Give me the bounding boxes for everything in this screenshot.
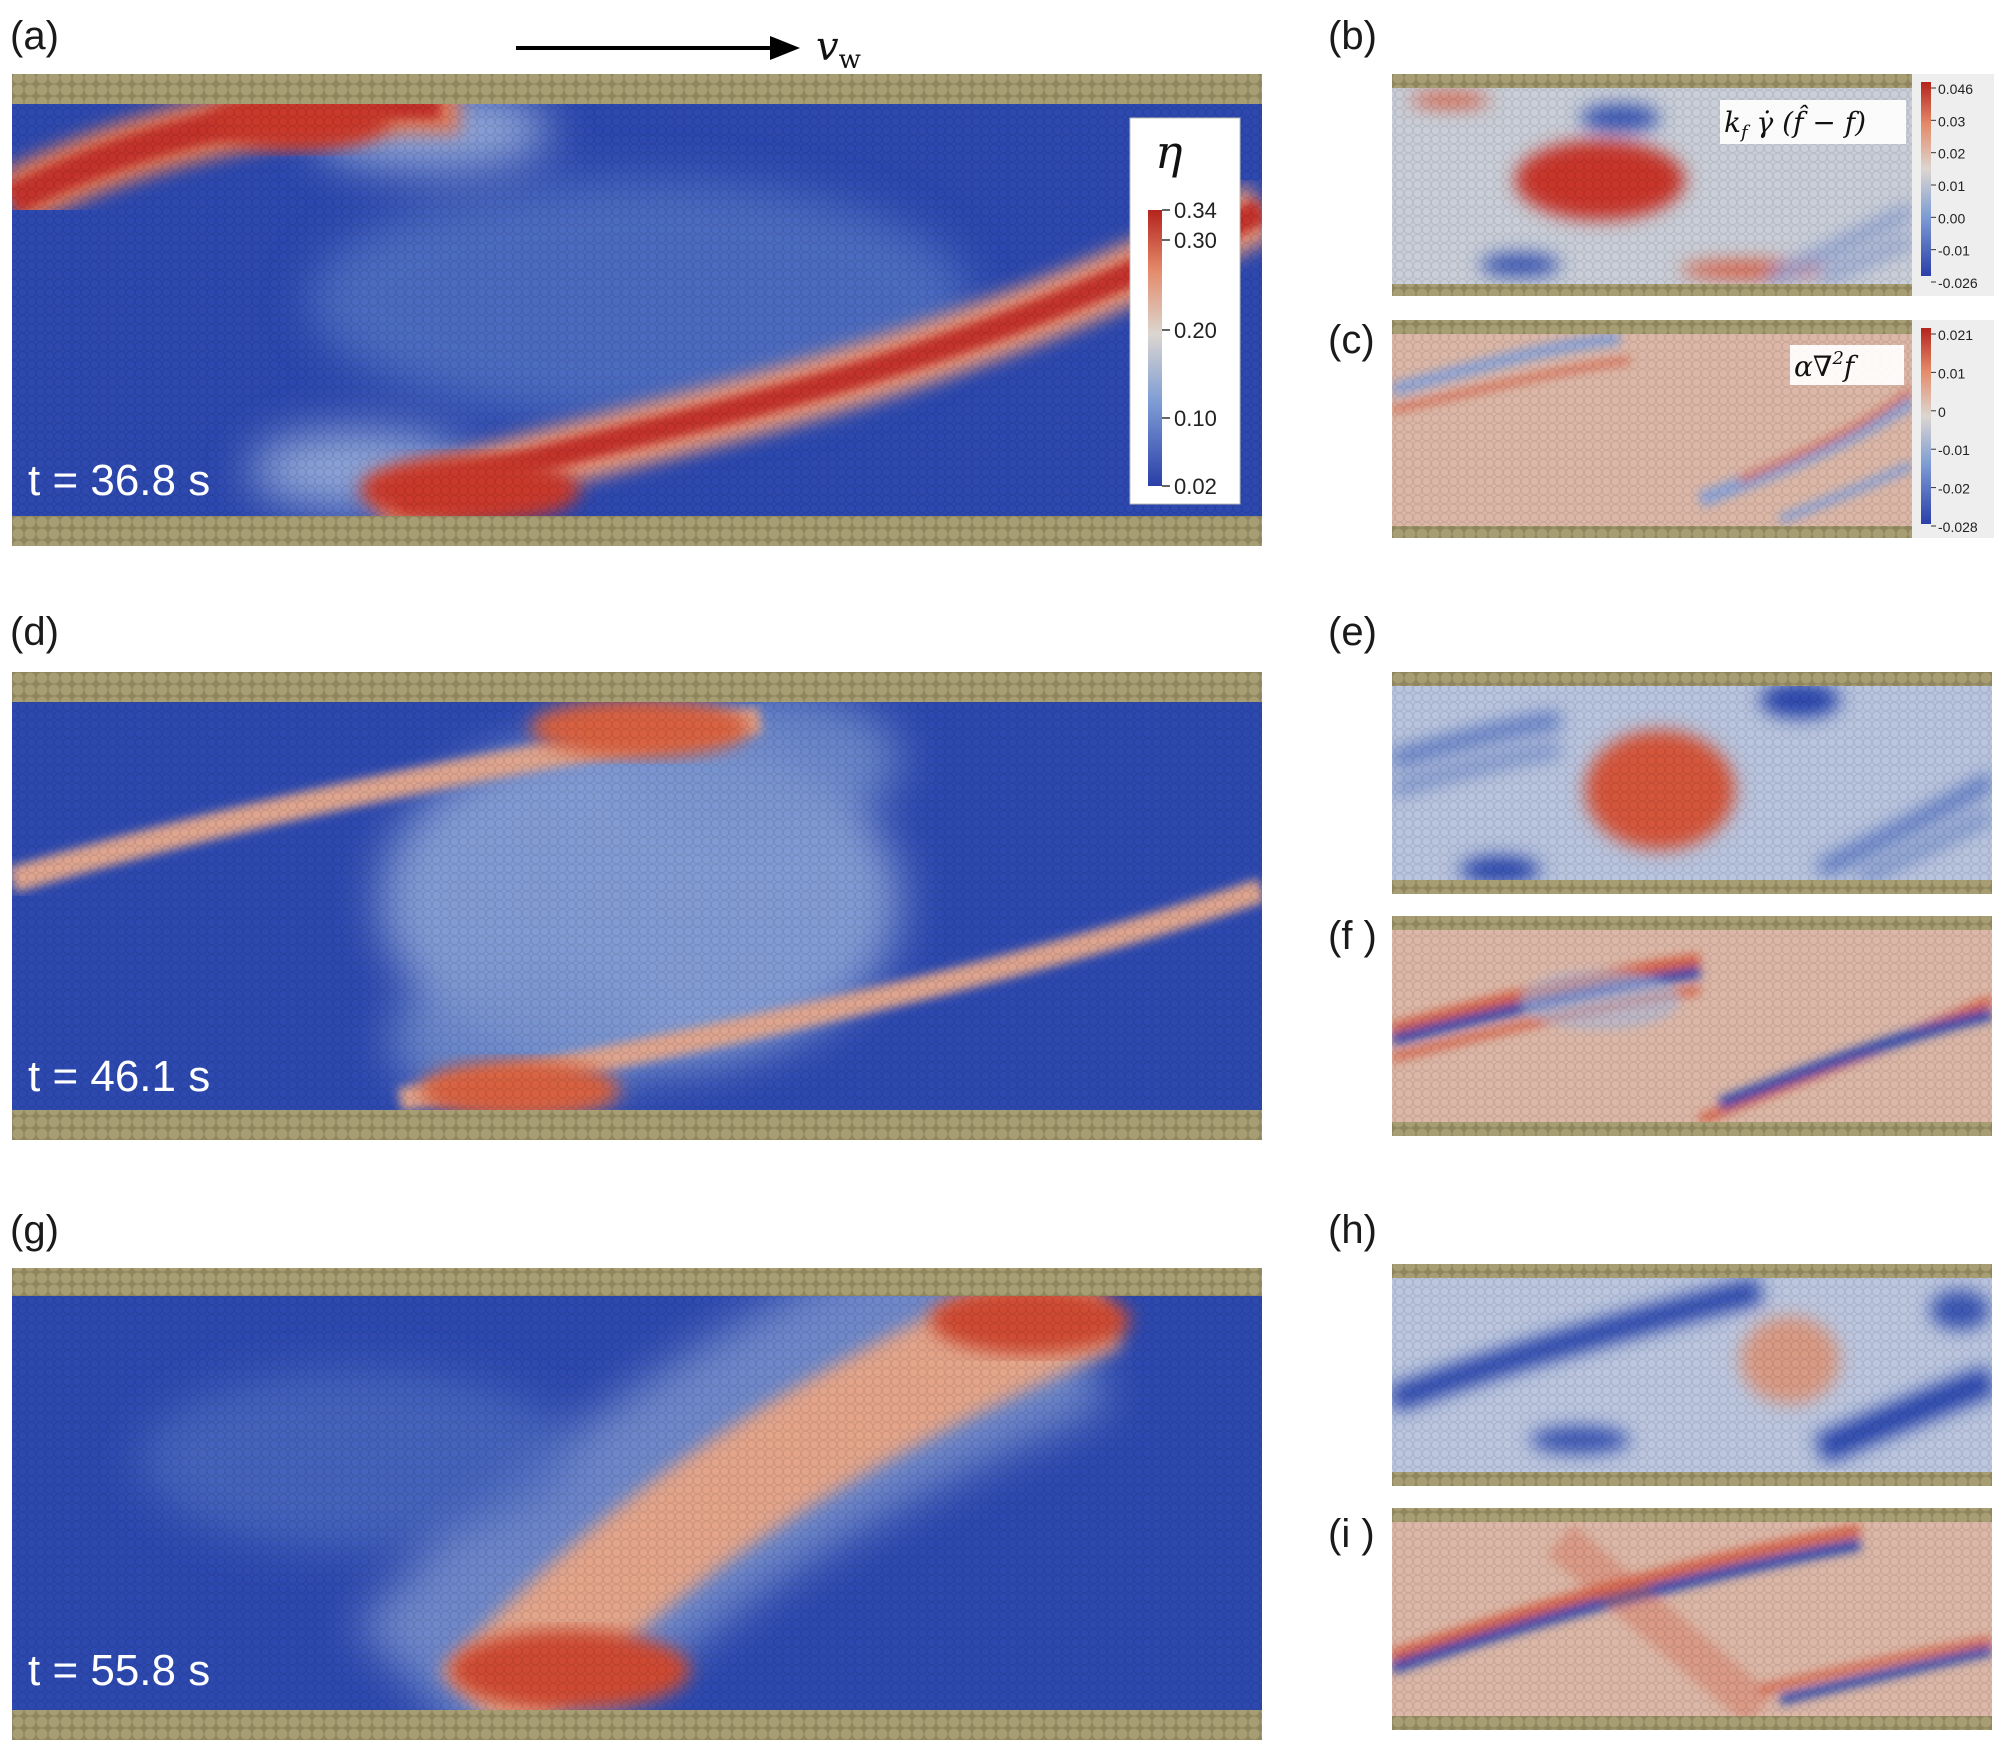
panel-f-image	[1392, 916, 1992, 1136]
colorbar-tick-label: -0.01	[1938, 442, 1970, 458]
panel-label-g: (g)	[10, 1208, 59, 1252]
colorbar-tick-label: 0.03	[1938, 113, 1965, 129]
colorbar-tick-label: 0.02	[1938, 146, 1965, 162]
colorbar-tick-label: 0.01	[1938, 365, 1965, 381]
svg-text:α∇2f: α∇2f	[1794, 348, 1859, 383]
source-term-label: kf γ̇ (f̂ − f)	[1720, 100, 1906, 144]
panel-h-image	[1392, 1264, 1992, 1486]
colorbar-tick-label: 0.20	[1174, 318, 1217, 343]
colorbar-tick-label: 0	[1938, 404, 1946, 420]
colorbar-tick-label: 0.10	[1174, 406, 1217, 431]
eta-colorbar: η 0.34 0.30 0.20 0.10 0.02	[1129, 117, 1241, 505]
colorbar-tick-label: 0.34	[1174, 198, 1217, 223]
panel-label-a: (a)	[10, 14, 59, 58]
source-colorbar: 0.046 0.03 0.02 0.01 0.00 -0.01 -0.026	[1912, 74, 1994, 296]
panel-label-i: (i )	[1328, 1512, 1375, 1556]
panel-label-d: (d)	[10, 610, 59, 654]
colorbar-tick-label: -0.026	[1938, 275, 1978, 291]
bottom-wall	[12, 516, 1262, 546]
eta-symbol: η	[1155, 125, 1183, 179]
colorbar-tick-label: 0.046	[1938, 81, 1973, 97]
panel-label-h: (h)	[1328, 1208, 1377, 1252]
colorbar-tick-label: -0.01	[1938, 243, 1970, 259]
time-label-a: t = 36.8 s	[28, 456, 211, 505]
panel-a-image	[12, 74, 1262, 546]
top-wall	[12, 74, 1262, 104]
svg-text:kf γ̇ (f̂ − f): kf γ̇ (f̂ − f)	[1724, 105, 1866, 143]
panel-label-b: (b)	[1328, 14, 1377, 58]
panel-label-c: (c)	[1328, 318, 1375, 362]
panel-i-image	[1392, 1508, 1992, 1730]
colorbar-tick-label: 0.01	[1938, 178, 1965, 194]
velocity-label: vw	[816, 24, 861, 75]
panel-g-image	[12, 1268, 1262, 1740]
colorbar-tick-label: -0.02	[1938, 481, 1970, 497]
colorbar-tick-label: 0.00	[1938, 210, 1965, 226]
colorbar-tick-label: 0.02	[1174, 474, 1217, 499]
diffusion-term-label: α∇2f	[1790, 345, 1904, 385]
time-label-d: t = 46.1 s	[28, 1052, 211, 1101]
colorbar-tick-label: 0.021	[1938, 327, 1973, 343]
panel-e-image	[1392, 672, 1992, 894]
wall-velocity-arrow: vw	[516, 24, 861, 75]
colorbar-tick-label: -0.028	[1938, 519, 1978, 535]
colorbar-tick-label: 0.30	[1174, 228, 1217, 253]
panel-label-f: (f )	[1328, 914, 1377, 958]
panel-label-e: (e)	[1328, 610, 1377, 654]
panel-d-image	[12, 672, 1262, 1140]
time-label-g: t = 55.8 s	[28, 1646, 211, 1695]
diffusion-colorbar: 0.021 0.01 0 -0.01 -0.02 -0.028	[1912, 320, 1994, 538]
